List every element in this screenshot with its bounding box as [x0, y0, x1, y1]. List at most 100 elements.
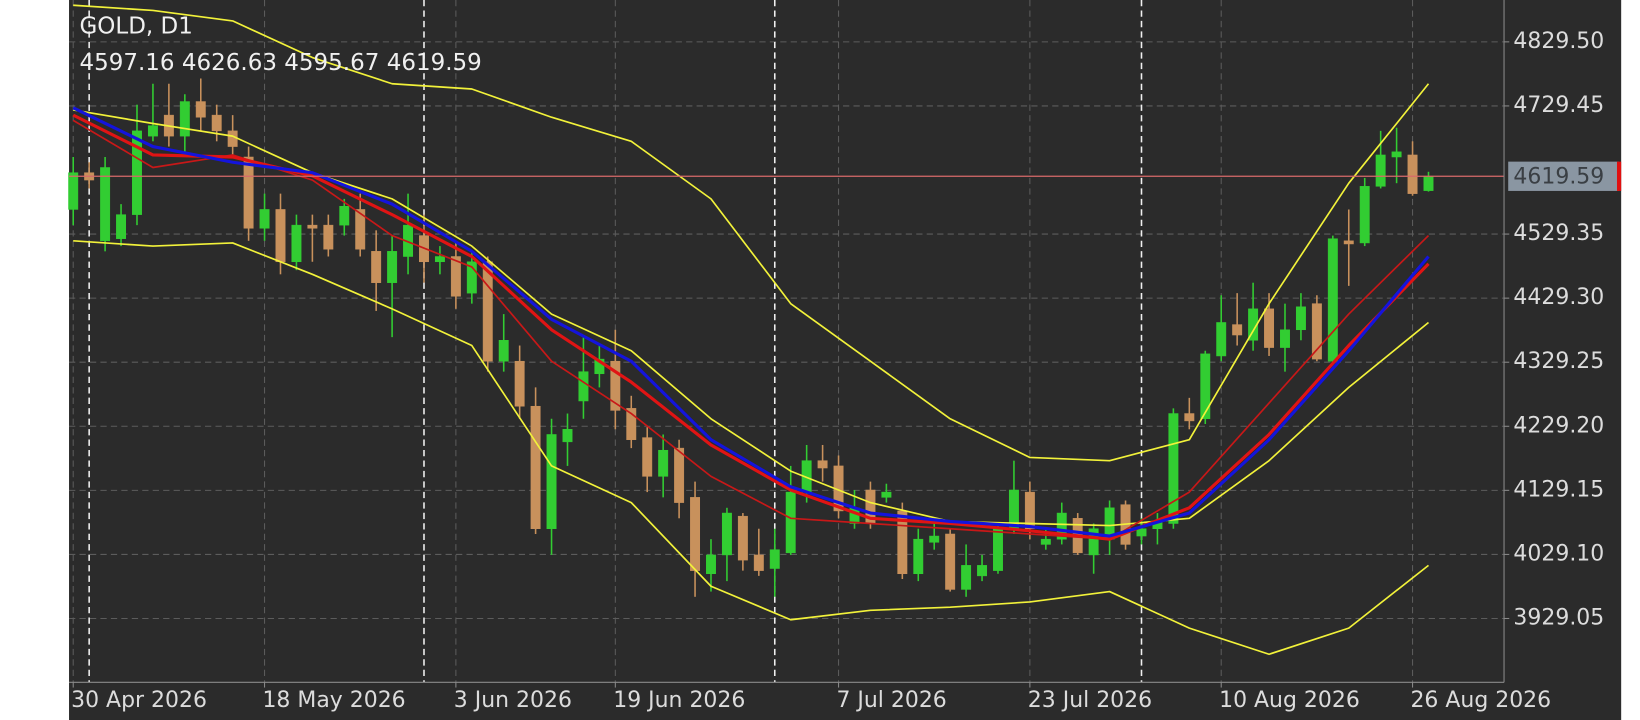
candle-body: [530, 405, 541, 529]
candle-body: [993, 528, 1003, 571]
ohlc-open: 4597.16: [79, 49, 174, 75]
candle-body: [1088, 528, 1099, 556]
candle-body: [578, 371, 589, 402]
candle-body: [658, 449, 669, 477]
candle-body: [1280, 329, 1290, 348]
x-tick-label: 19 Jun 2026: [613, 688, 745, 713]
candle-body: [546, 434, 557, 529]
ohlc-close: 4619.59: [387, 49, 482, 75]
candle-body: [642, 437, 653, 477]
candle-body: [243, 156, 254, 229]
indicator-line: [73, 109, 1430, 527]
candle-body: [1327, 238, 1338, 362]
y-tick-label: 4129.15: [1513, 477, 1604, 502]
candle-body: [259, 209, 270, 229]
candle-body: [323, 224, 334, 250]
y-tick-label: 4429.30: [1513, 285, 1604, 310]
candle-body: [690, 497, 701, 571]
candle-layer: [68, 78, 1434, 597]
candle-body: [1343, 240, 1354, 245]
candle-body: [721, 512, 732, 556]
candle-body: [195, 101, 206, 118]
candle-body: [961, 565, 972, 590]
indicator-layer: [69, 4, 1505, 656]
candle-body: [1264, 308, 1275, 348]
candle-body: [482, 261, 493, 362]
x-tick-label: 26 Aug 2026: [1410, 688, 1551, 713]
candle-body: [100, 167, 111, 242]
x-tick-label: 30 Apr 2026: [71, 688, 207, 713]
candle-body: [1295, 306, 1306, 331]
chart-background: [69, 0, 1622, 720]
candle-body: [132, 130, 142, 215]
x-tick-label: 10 Aug 2026: [1219, 688, 1360, 713]
candle-body: [674, 447, 685, 503]
candle-body: [1200, 353, 1211, 420]
x-tick-label: 18 May 2026: [262, 688, 405, 713]
y-tick-label: 4729.45: [1513, 93, 1604, 118]
candle-body: [1056, 512, 1067, 540]
x-tick-label: 23 Jul 2026: [1028, 688, 1152, 713]
candle-body: [1391, 151, 1402, 158]
candle-body: [116, 214, 127, 239]
y-tick-label: 4829.50: [1513, 29, 1604, 54]
ohlc-low: 4595.67: [284, 49, 379, 75]
candle-body: [769, 549, 780, 569]
candle-body: [514, 360, 525, 407]
candle-body: [562, 429, 573, 443]
candle-body: [291, 224, 302, 263]
candle-body: [706, 554, 716, 575]
y-tick-label: 4029.10: [1513, 541, 1604, 566]
candle-body: [753, 554, 764, 571]
candle-body: [1359, 186, 1370, 244]
candle-body: [1248, 308, 1259, 341]
candle-body: [68, 172, 79, 210]
candle-body: [594, 358, 605, 375]
candle-body: [1168, 413, 1179, 524]
x-tick-label: 7 Jul 2026: [836, 688, 946, 713]
candle-body: [1311, 303, 1322, 360]
indicator-line: [73, 4, 1430, 462]
ohlc-high: 4626.63: [182, 49, 277, 75]
candle-body: [626, 408, 637, 440]
candle-body: [610, 360, 621, 411]
y-tick-label: 3929.05: [1513, 605, 1604, 630]
candle-body: [1375, 154, 1386, 187]
candle-body: [275, 209, 286, 263]
candle-body: [977, 565, 988, 577]
chart-title: GOLD, D1: [79, 14, 192, 40]
candle-body: [1040, 538, 1051, 545]
candle-body: [785, 491, 796, 554]
axis-layer: 4829.50 4729.45 4529.35 4429.30 4329.25 4229.…: [71, 29, 1622, 713]
candle-body: [498, 340, 509, 362]
candle-body: [1184, 413, 1195, 422]
candle-body: [929, 535, 940, 543]
price-label-box: [1508, 161, 1620, 191]
candle-body: [307, 224, 318, 229]
candle-body: [355, 209, 366, 250]
candle-body: [1232, 324, 1243, 336]
candle-body: [1216, 322, 1227, 357]
indicator-line: [72, 113, 1430, 541]
candle-body: [179, 101, 190, 137]
ohlc-readout: 4597.16 4626.63 4595.67 4619.59: [79, 49, 481, 75]
indicator-line: [73, 239, 1430, 656]
indicator-line: [72, 106, 1430, 538]
candle-body: [817, 460, 828, 469]
candle-body: [434, 256, 445, 263]
y-tick-label: 4529.35: [1513, 221, 1604, 246]
candle-body: [945, 533, 956, 590]
candle-body: [881, 491, 892, 498]
candle-body: [387, 251, 398, 283]
y-tick-label: 4329.25: [1513, 349, 1604, 374]
candle-body: [339, 205, 350, 226]
price-label-marker: [1616, 161, 1622, 191]
candle-body: [913, 538, 924, 575]
candle-body: [1136, 528, 1147, 537]
candle-body: [227, 130, 238, 147]
candle-body: [371, 251, 382, 283]
y-tick-label: 4229.20: [1513, 413, 1604, 438]
candle-body: [450, 256, 461, 297]
